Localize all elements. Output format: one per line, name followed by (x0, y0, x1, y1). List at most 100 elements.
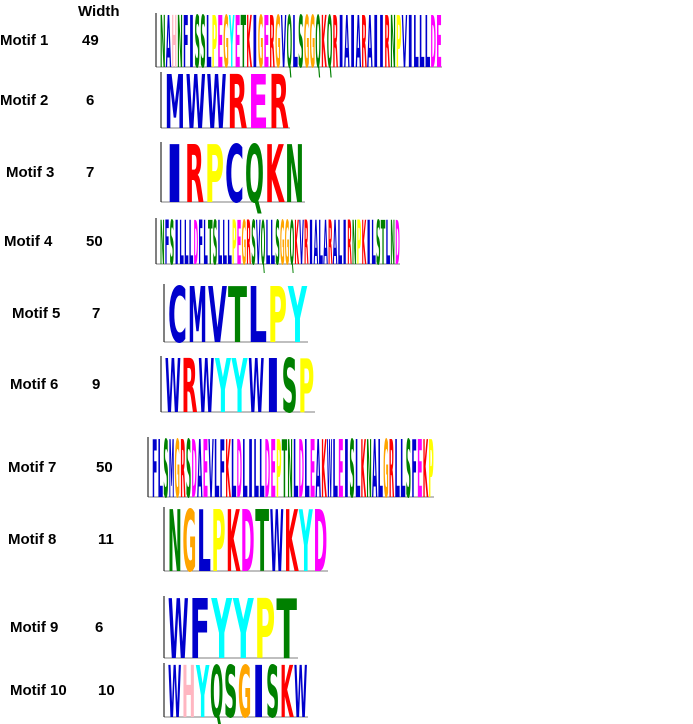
logo-letter: R (180, 423, 185, 516)
logo-letter: M (188, 272, 207, 361)
motif-width: 7 (92, 305, 100, 322)
logo-letter: L (179, 209, 184, 279)
logo-letter: I (165, 128, 184, 221)
logo-letter: G (175, 423, 180, 516)
motif-name: Motif 1 (0, 32, 48, 49)
logo-letter: S (282, 344, 298, 430)
logo-letter: L (293, 423, 298, 516)
logo-letter: E (417, 423, 422, 516)
logo-letter: I (309, 209, 314, 279)
logo-letter: L (338, 209, 343, 279)
logo-letter: M (169, 423, 174, 516)
logo-letter: A (344, 1, 349, 84)
logo-letter: N (390, 1, 395, 84)
logo-letter: D (313, 493, 327, 592)
logo-letter: I (366, 209, 371, 279)
logo-letter: H (172, 1, 177, 84)
logo-letter: K (284, 493, 298, 592)
logo-letter: F (165, 209, 170, 279)
logo-letter: M (165, 60, 185, 146)
logo-letter: G (223, 1, 228, 84)
logo-letter: G (275, 1, 280, 84)
logo-letter: F (198, 209, 203, 279)
motif-name: Motif 10 (10, 682, 67, 699)
logo-letter: W (294, 651, 307, 724)
logo-letter: V (402, 1, 407, 84)
logo-letter: N (287, 423, 292, 516)
logo-letter: Y (211, 583, 232, 678)
logo-letter: N (177, 1, 182, 84)
logo-letter: I (407, 1, 412, 84)
logo-letter: N (366, 423, 371, 516)
logo-letter: L (332, 423, 337, 516)
logo-letter: S (170, 209, 175, 279)
logo-letter: A (372, 423, 377, 516)
logo-letter: L (355, 423, 360, 516)
logo-letter: S (406, 423, 411, 516)
logo-letter: P (298, 344, 314, 430)
logo-letter: L (259, 423, 264, 516)
logo-letter: T (381, 209, 386, 279)
logo-letter: P (255, 583, 276, 678)
logo-letter: Y (215, 344, 232, 430)
logo-letter: A (333, 209, 338, 279)
logo-letter: K (361, 423, 367, 516)
logo-letter: I (189, 1, 194, 84)
motif-width: 6 (95, 619, 103, 636)
logo-letter: S (195, 1, 200, 84)
logo-letter: L (400, 423, 405, 516)
logo-letter: N (160, 209, 165, 279)
logo-letter: E (248, 60, 268, 146)
logo-letter: C (168, 272, 187, 361)
logo-letter: S (251, 209, 256, 279)
logo-letter: F (152, 423, 157, 516)
motif-width: 9 (92, 376, 100, 393)
motif-name: Motif 3 (6, 164, 54, 181)
logo-letter: E (310, 423, 315, 516)
motif-name: Motif 8 (8, 531, 56, 548)
logo-letter: E (235, 1, 240, 84)
logo-letter: G (310, 1, 315, 84)
logo-letter: K (321, 1, 327, 84)
motif-width: 7 (86, 164, 94, 181)
logo-letter: L (318, 209, 323, 279)
logo-letter: W (270, 493, 284, 592)
logo-letter: K (246, 1, 252, 84)
logo-letter: I (373, 1, 378, 84)
logo-letter: L (413, 1, 418, 84)
logo-letter: I (338, 1, 343, 84)
logo-letter: Y (229, 1, 235, 84)
width-header: Width (78, 3, 120, 20)
logo-letter: R (269, 1, 274, 84)
logo-letter: N (390, 209, 395, 279)
logo-letter: Q (245, 128, 264, 221)
motif-width: 6 (86, 92, 94, 109)
logo-letter: F (220, 423, 225, 516)
logo-letter: L (222, 209, 227, 279)
logo-letter: L (197, 493, 211, 592)
logo-letter: G (280, 209, 285, 279)
logo-letter: A (197, 423, 202, 516)
logo-letter: S (213, 209, 218, 279)
logo-letter: R (361, 1, 366, 84)
logo-letter: Q (210, 651, 223, 724)
logo-letter: K (294, 209, 299, 279)
logo-letter: G (304, 1, 309, 84)
logo-letter: G (242, 209, 247, 279)
motif-name: Motif 4 (4, 233, 53, 250)
logo-letter: T (255, 493, 269, 592)
logo-letter: L (254, 423, 259, 516)
logo-letter: L (386, 209, 391, 279)
logo-letter: S (200, 1, 205, 84)
logo-letter: K (362, 209, 367, 279)
motif-width: 49 (82, 32, 99, 49)
logo-letter: Q (287, 1, 292, 84)
logo-letter: W (248, 344, 264, 430)
logo-letter: L (248, 272, 267, 361)
logo-letter: E (203, 423, 208, 516)
logo-letter: I (252, 1, 257, 84)
logo-letter: I (265, 344, 281, 430)
logo-letter: A (367, 1, 372, 84)
logo-letter: V (299, 209, 304, 279)
logo-letter: A (316, 423, 321, 516)
